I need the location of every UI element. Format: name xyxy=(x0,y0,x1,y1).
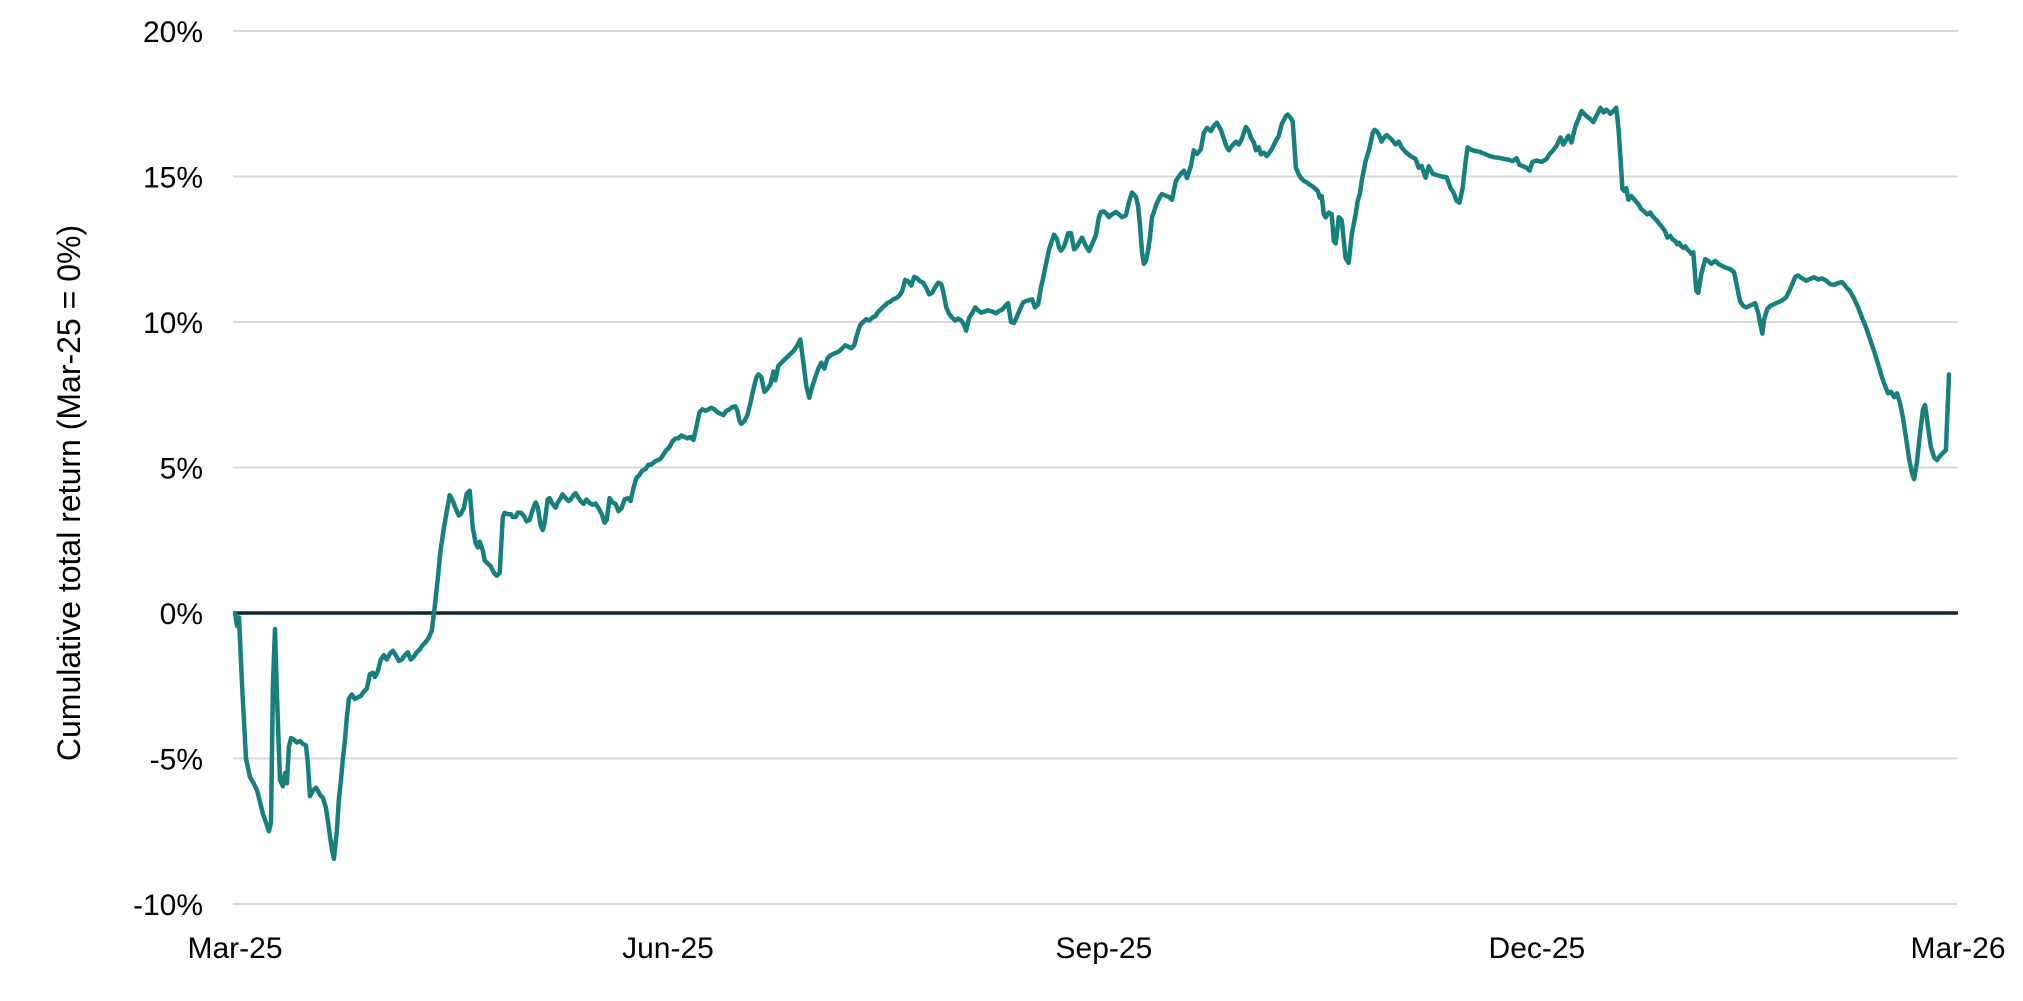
x-tick-label: Dec-25 xyxy=(1489,932,1586,965)
y-tick-label: 20% xyxy=(143,16,203,49)
horizontal-gridlines xyxy=(233,30,1958,905)
y-tick-label: 5% xyxy=(160,453,203,486)
x-axis-tick-labels: Mar-25 Jun-25 Sep-25 Dec-25 Mar-26 xyxy=(187,932,2005,965)
x-tick-label: Mar-25 xyxy=(187,932,282,965)
y-tick-label: -5% xyxy=(150,744,203,777)
y-tick-label: 10% xyxy=(143,307,203,340)
y-axis-tick-labels: 20% 15% 10% 5% 0% -5% -10% xyxy=(133,16,203,922)
y-tick-label: 0% xyxy=(160,598,203,631)
y-tick-label: 15% xyxy=(143,162,203,195)
x-tick-label: Sep-25 xyxy=(1056,932,1153,965)
x-tick-label: Jun-25 xyxy=(622,932,714,965)
cumulative-return-series-line xyxy=(232,105,1952,862)
x-tick-label: Mar-26 xyxy=(1910,932,2005,965)
y-axis-title: Cumulative total return (Mar-25 = 0%) xyxy=(51,225,87,761)
y-tick-label: -10% xyxy=(133,889,203,922)
